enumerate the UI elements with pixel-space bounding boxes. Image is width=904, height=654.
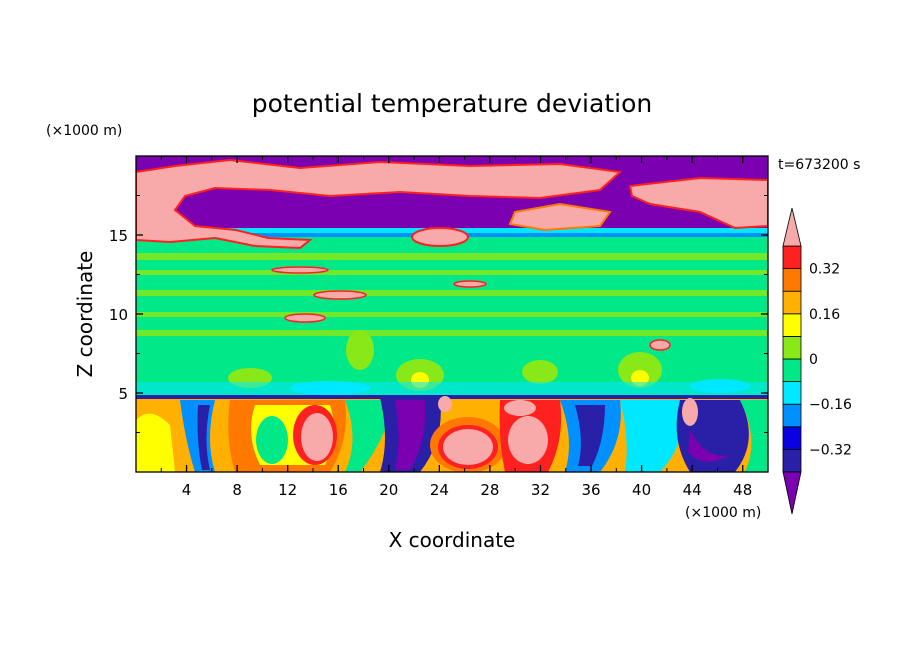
field-lower-cells xyxy=(136,396,768,472)
field-middle-bands xyxy=(136,253,768,336)
x-tick-label: 12 xyxy=(278,481,297,499)
x-tick-label: 8 xyxy=(232,481,242,499)
contour-field xyxy=(136,156,768,472)
colorbar-label: 0 xyxy=(809,352,818,368)
colorbar-label: −0.32 xyxy=(809,442,852,458)
x-unit-label: (×1000 m) xyxy=(685,505,761,521)
x-tick-label: 24 xyxy=(430,481,449,499)
field-middle-patches xyxy=(136,330,768,396)
x-axis: 4 8 12 16 20 24 28 32 36 40 44 48 xyxy=(160,156,752,499)
x-tick-label: 48 xyxy=(733,481,752,499)
colorbar-top-extension xyxy=(782,207,802,247)
colorbar-box xyxy=(782,358,802,383)
time-label: t=673200 s xyxy=(778,157,860,173)
colorbar-box xyxy=(782,245,802,270)
colorbar-box xyxy=(782,403,802,428)
colorbar-box xyxy=(782,335,802,360)
colorbar-box xyxy=(782,313,802,337)
colorbar-bottom-extension xyxy=(782,471,802,515)
y-unit-label: (×1000 m) xyxy=(46,123,122,139)
x-tick-label: 32 xyxy=(531,481,550,499)
x-tick-label: 20 xyxy=(379,481,398,499)
x-tick-label: 4 xyxy=(182,481,192,499)
colorbar-label: 0.16 xyxy=(809,307,840,323)
x-tick-label: 28 xyxy=(480,481,499,499)
chart-title: potential temperature deviation xyxy=(252,89,652,118)
colorbar-box xyxy=(782,426,802,450)
colorbar-label: −0.16 xyxy=(809,397,852,413)
colorbar-box xyxy=(782,268,802,292)
y-tick-label: 15 xyxy=(109,227,128,245)
y-axis-title: Z coordinate xyxy=(73,251,97,378)
y-axis: 5 10 15 xyxy=(109,195,768,433)
colorbar-box xyxy=(782,381,802,405)
x-tick-label: 36 xyxy=(581,481,600,499)
y-tick-label: 10 xyxy=(109,306,128,324)
x-tick-label: 44 xyxy=(683,481,702,499)
x-tick-label: 40 xyxy=(632,481,651,499)
x-axis-title: X coordinate xyxy=(389,528,516,552)
colorbar-label: 0.32 xyxy=(809,262,840,278)
field-upper-patches xyxy=(136,158,768,351)
colorbar-box xyxy=(782,448,802,473)
y-tick-label: 5 xyxy=(118,385,128,403)
colorbar: 0.32 0.16 0 −0.16 −0.32 xyxy=(782,207,852,515)
x-tick-label: 16 xyxy=(329,481,348,499)
colorbar-box xyxy=(782,290,802,315)
